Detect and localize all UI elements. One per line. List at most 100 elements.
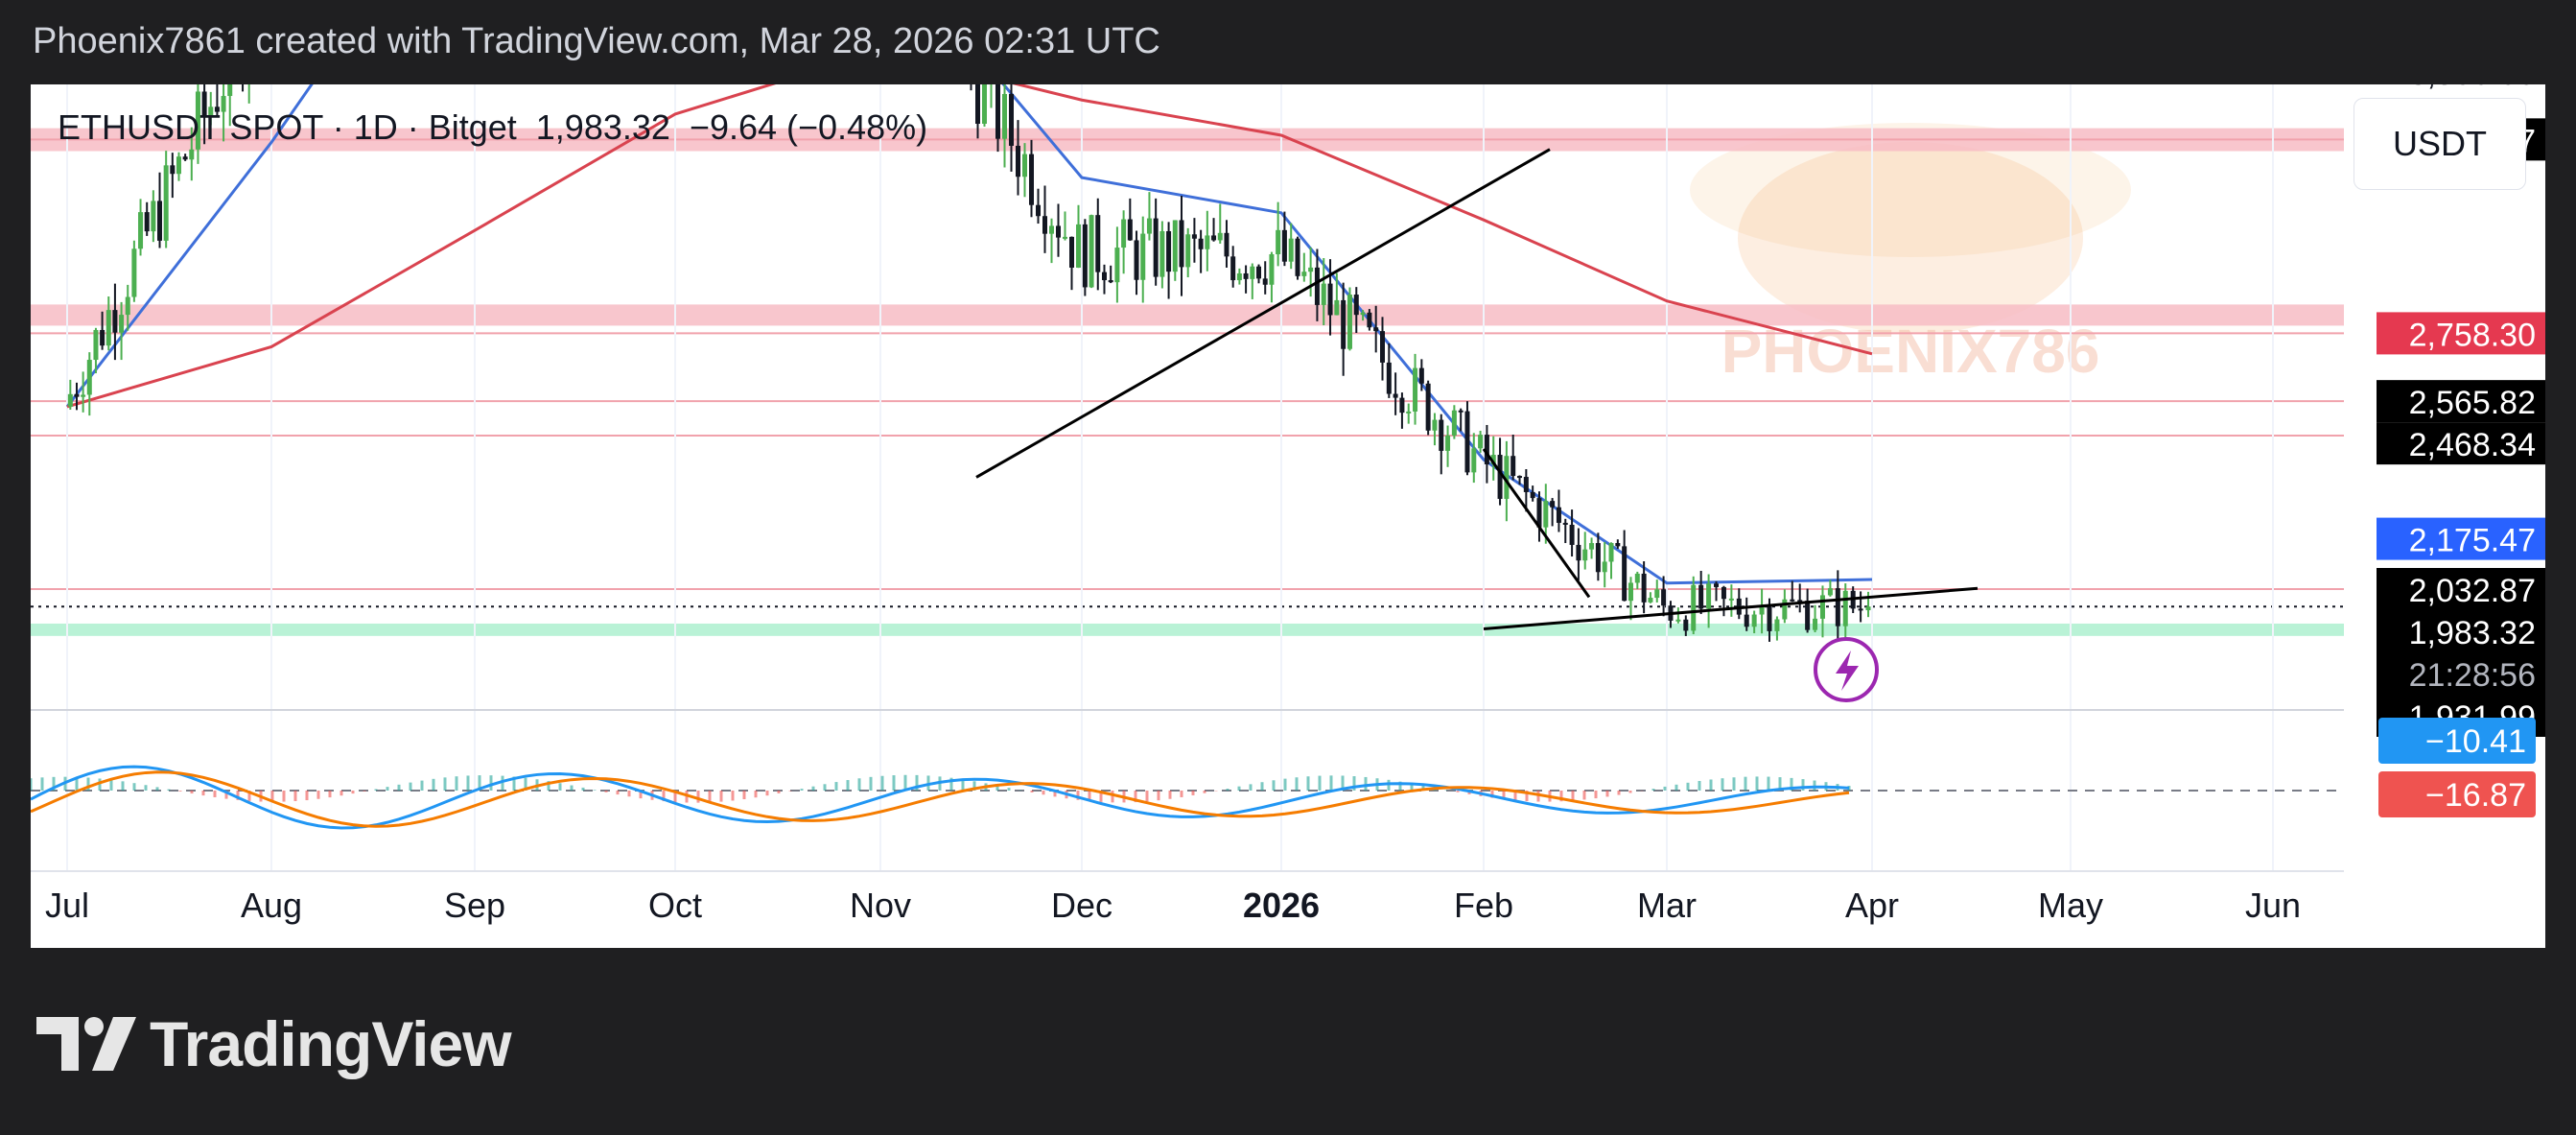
candle-body: [1478, 435, 1483, 448]
time-axis-label: May: [2038, 886, 2103, 925]
candle-body: [1256, 267, 1261, 279]
candle-body: [1648, 598, 1652, 603]
time-axis-label: Mar: [1637, 886, 1697, 925]
candle-body: [131, 248, 136, 296]
candle-body: [1464, 412, 1469, 473]
candle-body: [1289, 239, 1294, 262]
candle-body: [1774, 620, 1779, 631]
candle-body: [112, 310, 117, 333]
candle-body: [1603, 561, 1607, 572]
time-axis-label: 2026: [1243, 886, 1320, 925]
candle-body: [1230, 256, 1235, 280]
candle-body: [106, 310, 111, 345]
candle-body: [1543, 501, 1548, 528]
candle-body: [119, 315, 124, 333]
candle-body: [982, 84, 987, 124]
indicator-label: −16.87: [2425, 777, 2526, 814]
candle-body: [227, 84, 232, 96]
price-label: 2,468.34: [2409, 427, 2536, 463]
candle-body: [1432, 420, 1437, 431]
candle-body: [93, 330, 98, 360]
candle-body: [1813, 619, 1817, 630]
support-zone: [31, 624, 2344, 636]
candle-body: [1471, 448, 1476, 472]
candle-body: [1706, 583, 1711, 608]
candle-body: [1445, 436, 1450, 451]
candle-body: [1282, 230, 1287, 262]
phoenix-watermark: PHOENIX786: [1690, 123, 2131, 386]
candle-body: [1866, 606, 1871, 610]
time-axis-label: Jun: [2245, 886, 2301, 925]
candle-body: [1517, 476, 1522, 478]
candle-body: [1016, 146, 1020, 177]
candle-body: [1768, 606, 1772, 631]
candle-body: [1135, 240, 1139, 279]
macd-pane: [31, 767, 2545, 828]
candlesticks: [68, 84, 1871, 643]
candle-body: [1159, 231, 1164, 277]
candle-body: [1042, 216, 1047, 233]
candle-body: [1557, 508, 1561, 523]
candle-body: [1459, 411, 1464, 413]
candle-body: [1576, 545, 1581, 560]
currency-button[interactable]: USDT: [2354, 98, 2526, 190]
candle-body: [1563, 523, 1568, 525]
candle-body: [1192, 234, 1197, 238]
candle-body: [1654, 589, 1659, 598]
candle-body: [1582, 550, 1587, 561]
candle-body: [975, 84, 980, 124]
price-label: 21:28:56: [2409, 657, 2536, 694]
candle-body: [1322, 284, 1326, 305]
candle-body: [1029, 154, 1034, 205]
candle-body: [1166, 231, 1171, 272]
candle-body: [145, 212, 150, 231]
candle-body: [1121, 220, 1126, 248]
candle-body: [1185, 234, 1190, 267]
candle-body: [1180, 220, 1184, 267]
price-label: 2,565.82: [2409, 385, 2536, 421]
time-axis-label: Apr: [1845, 886, 1899, 925]
indicator-label: −10.41: [2425, 723, 2526, 760]
candle-body: [1790, 600, 1794, 602]
candle-body: [1308, 268, 1313, 272]
chart-panel[interactable]: ETHUSDT SPOT · 1D · Bitget 1,983.32 −9.6…: [31, 84, 2545, 948]
candle-body: [1828, 588, 1833, 595]
candle-body: [1782, 600, 1787, 620]
candle-body: [1367, 313, 1371, 327]
candle-body: [1154, 219, 1159, 277]
candle-body: [1056, 225, 1061, 237]
candle-body: [1341, 300, 1346, 349]
candle-body: [1589, 543, 1594, 550]
candle-body: [1301, 272, 1306, 276]
candle-body: [1224, 233, 1229, 257]
candle-body: [1114, 248, 1119, 282]
price-chart[interactable]: PHOENIX786 Jul Aug Sep Oct Nov Dec 2026 Feb Mar A…: [31, 84, 2545, 948]
candle-body: [189, 150, 194, 159]
candle-body: [1083, 225, 1088, 288]
candle-body: [1128, 220, 1133, 241]
candle-body: [1843, 591, 1848, 627]
candle-body: [1675, 620, 1680, 622]
price-zones: [31, 84, 2545, 636]
candle-body: [1729, 599, 1734, 601]
candle-body: [1269, 254, 1274, 285]
candle-body: [1276, 230, 1280, 254]
candle-body: [1550, 501, 1555, 508]
price-label: 2,032.87: [2409, 573, 2536, 609]
price-scale[interactable]: 3,500.003,308.072,758.302,565.822,468.34…: [2344, 84, 2545, 871]
tradingview-brand-text: TradingView: [150, 1007, 511, 1080]
candle-body: [1173, 220, 1178, 272]
candle-body: [1661, 589, 1666, 605]
candle-body: [1642, 574, 1647, 603]
candle-body: [1263, 278, 1268, 284]
candle-body: [1211, 235, 1216, 240]
candle-body: [183, 156, 188, 159]
tradingview-logo[interactable]: TradingView: [36, 1007, 511, 1080]
candle-body: [1380, 331, 1385, 363]
trendline: [1484, 449, 1589, 597]
candle-body: [1820, 595, 1825, 618]
candle-body: [1147, 219, 1152, 234]
price-label: 2,758.30: [2409, 317, 2536, 353]
candle-body: [1095, 215, 1100, 272]
candle-body: [1609, 543, 1614, 561]
